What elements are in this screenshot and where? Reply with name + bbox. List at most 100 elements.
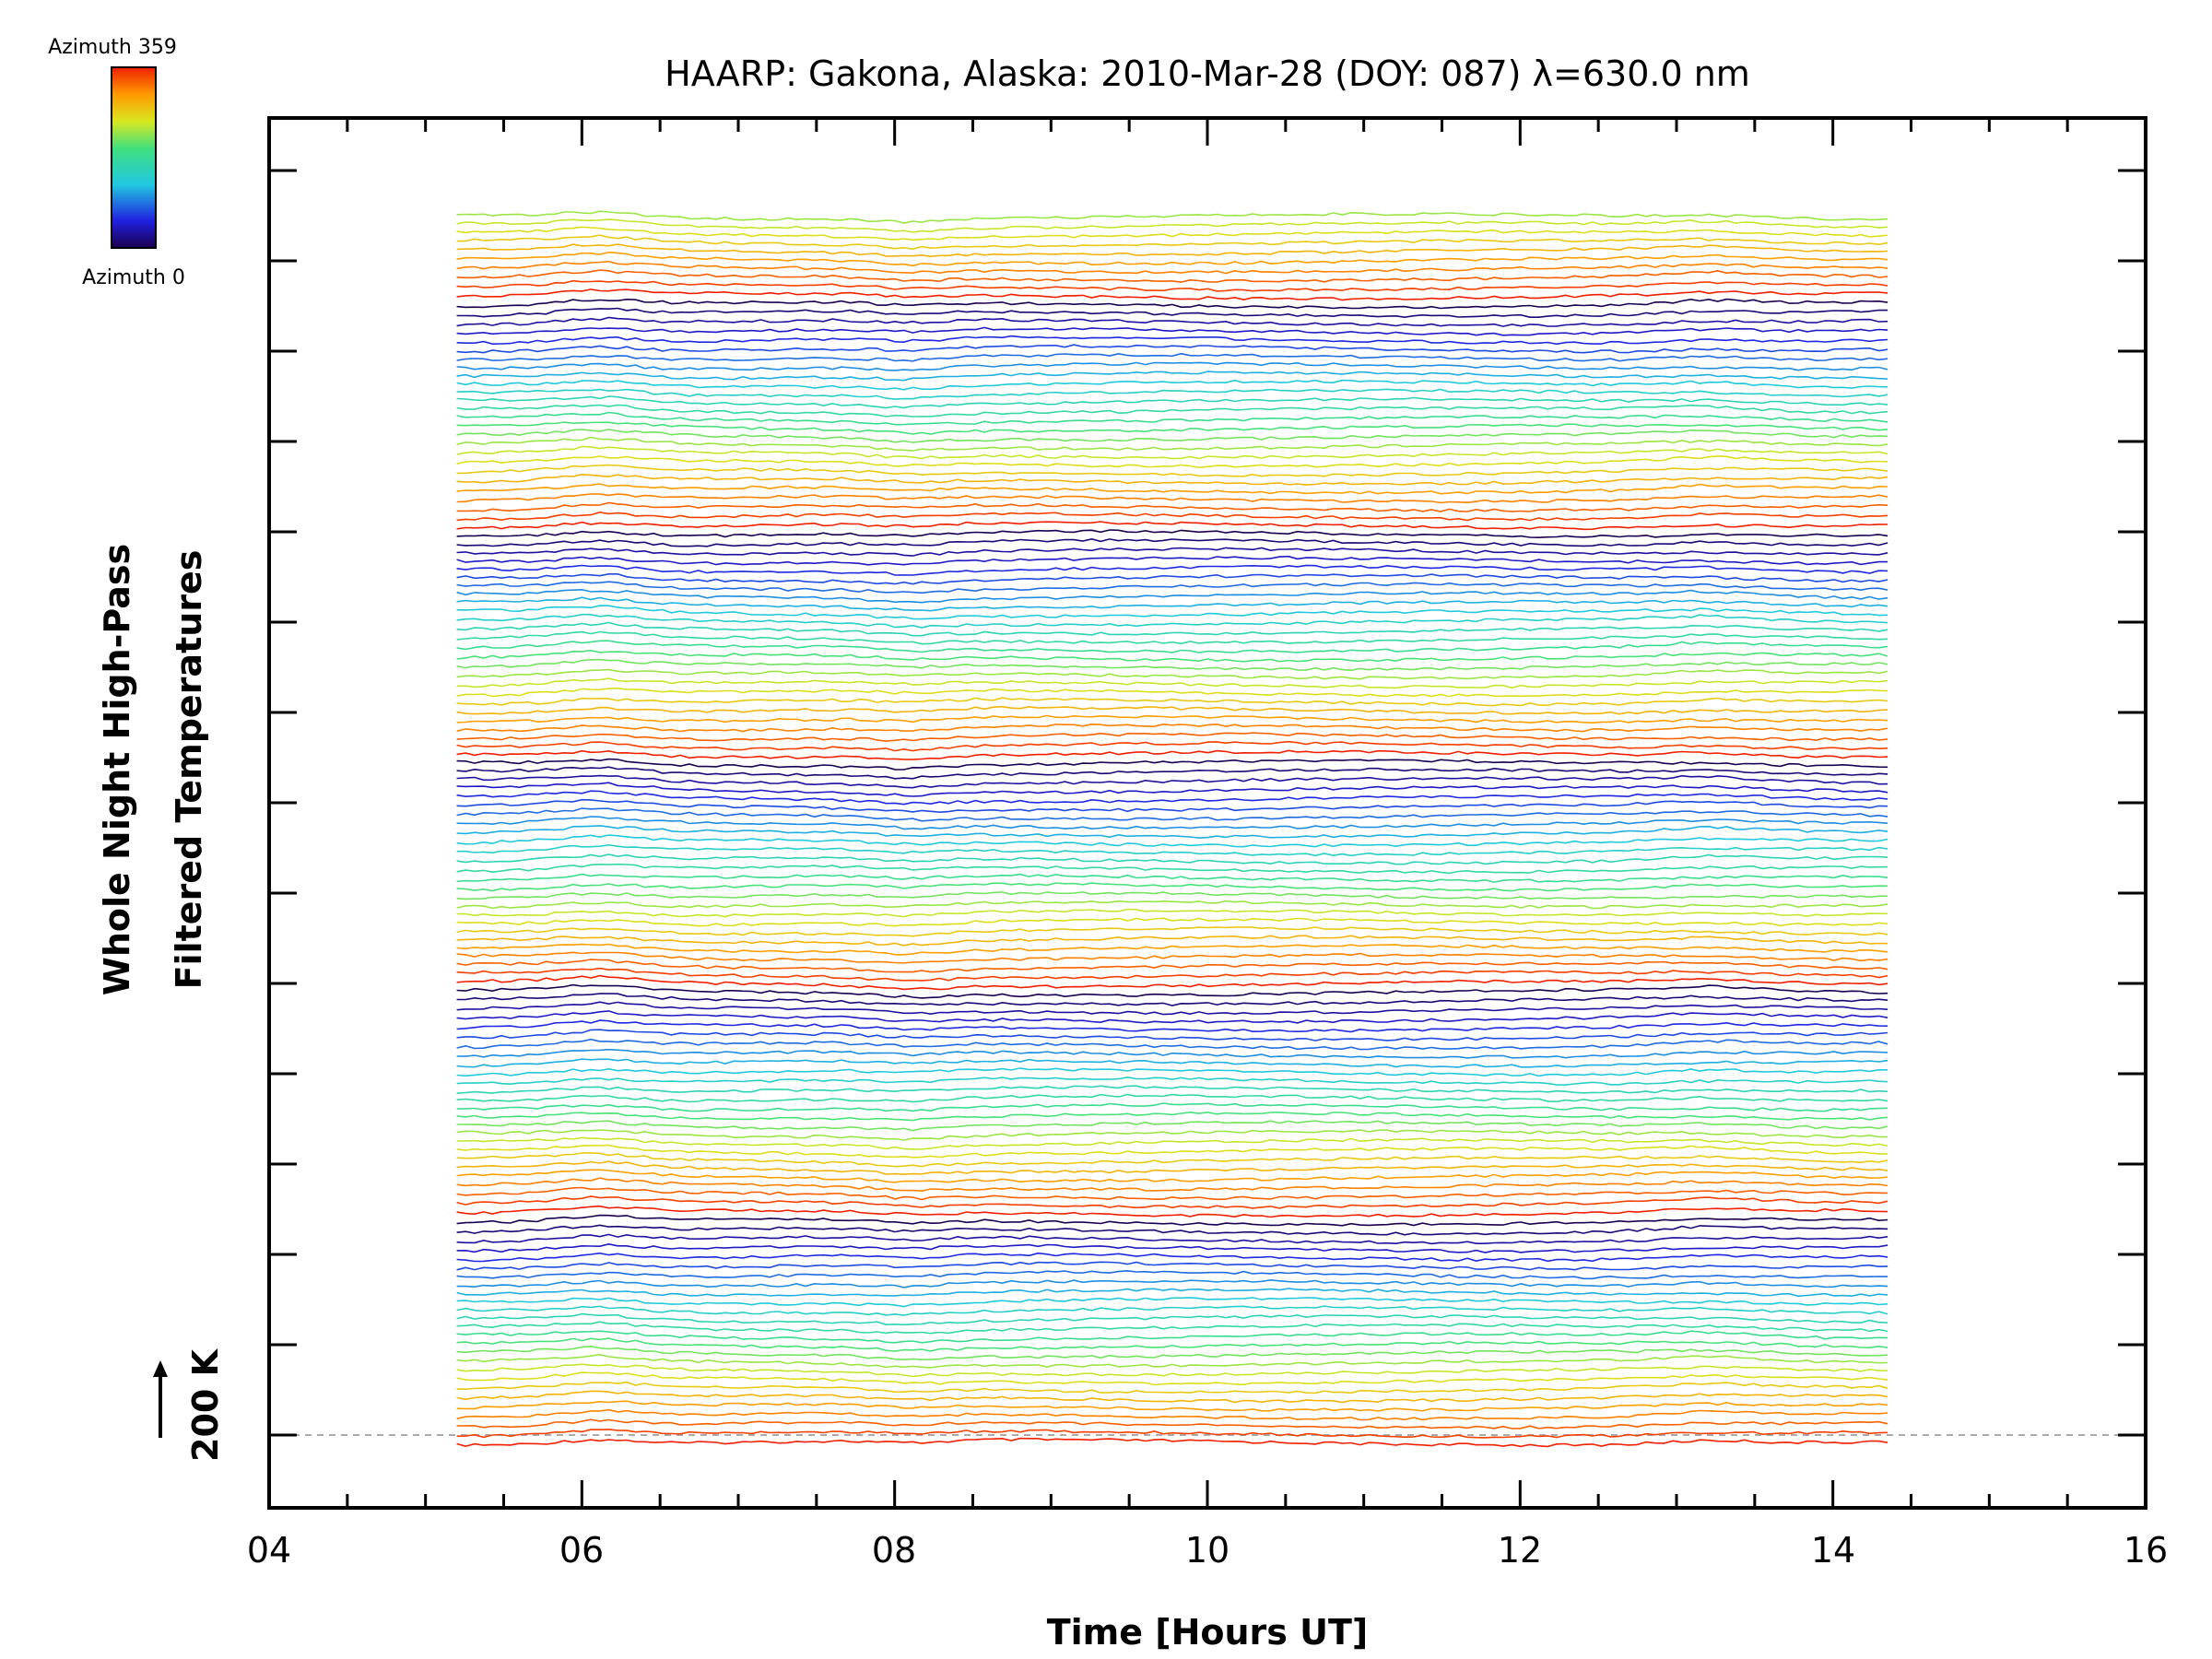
series-line: [456, 455, 1888, 469]
series-line: [456, 951, 1888, 964]
series-line: [456, 537, 1888, 547]
series-line: [456, 705, 1888, 715]
series-line: [456, 900, 1888, 910]
series-line: [456, 1067, 1888, 1077]
series-line: [456, 926, 1888, 937]
series-line: [456, 834, 1888, 848]
series-line: [456, 1242, 1888, 1253]
series-line: [456, 316, 1888, 327]
x-axis-label: Time [Hours UT]: [1047, 1612, 1369, 1653]
series-line: [456, 1169, 1888, 1183]
series-line: [456, 816, 1888, 830]
colorbar-top-label: Azimuth 359: [48, 36, 177, 59]
series-line: [456, 379, 1888, 391]
series-line: [456, 732, 1888, 742]
series-line: [456, 714, 1888, 724]
series-line: [456, 853, 1888, 865]
series-line: [456, 1312, 1888, 1326]
series-line: [456, 429, 1888, 443]
series-line: [456, 421, 1888, 435]
series-line: [456, 260, 1888, 275]
series-line: [456, 1345, 1888, 1361]
series-line: [456, 226, 1888, 241]
series-line: [456, 1233, 1888, 1245]
series-line: [456, 573, 1888, 585]
series-line: [456, 251, 1888, 267]
series-line: [456, 668, 1888, 680]
series-line: [456, 521, 1888, 531]
series-line: [456, 547, 1888, 557]
series-line: [456, 613, 1888, 629]
series-line: [456, 464, 1888, 477]
series-line: [456, 326, 1888, 336]
series-line: [456, 1330, 1888, 1344]
series-line: [456, 798, 1888, 814]
series-line: [456, 1381, 1888, 1394]
x-tick-label: 08: [872, 1530, 916, 1571]
x-tick-label: 14: [1811, 1530, 1855, 1571]
series-line: [456, 473, 1888, 486]
scale-arrow-head: [153, 1360, 168, 1377]
series-line: [456, 1186, 1888, 1201]
series-line: [456, 882, 1888, 892]
series-line: [456, 1029, 1888, 1041]
series-line: [456, 1144, 1888, 1159]
x-tick-label: 04: [247, 1530, 291, 1571]
series-line: [456, 1400, 1888, 1412]
series-line: [456, 1429, 1888, 1439]
series-line: [456, 1418, 1888, 1430]
series-line: [456, 395, 1888, 409]
series-line: [456, 740, 1888, 752]
series-line: [456, 361, 1888, 371]
series-line: [456, 511, 1888, 522]
series-line: [456, 1085, 1888, 1094]
series-line: [456, 658, 1888, 672]
series-line: [456, 1214, 1888, 1227]
series-line: [456, 640, 1888, 653]
series-line: [456, 1337, 1888, 1352]
series-line: [456, 1136, 1888, 1150]
series-line: [456, 630, 1888, 645]
series-line: [456, 344, 1888, 354]
series-line: [456, 621, 1888, 637]
series-line: [456, 974, 1888, 991]
series-line: [456, 1076, 1888, 1086]
y-axis-label-line2: Filtered Temperatures: [169, 550, 209, 990]
x-tick-label: 16: [2124, 1530, 2168, 1571]
series-line: [456, 335, 1888, 346]
series-line: [456, 1371, 1888, 1386]
scale-label: 200 K: [185, 1347, 226, 1462]
series-line: [456, 863, 1888, 875]
series-line: [456, 588, 1888, 604]
chart-title: HAARP: Gakona, Alaska: 2010-Mar-28 (DOY:…: [665, 53, 1750, 94]
series-line: [456, 1058, 1888, 1068]
series-line: [456, 1353, 1888, 1369]
series-line: [456, 959, 1888, 973]
series-line: [456, 649, 1888, 663]
colorbar-bottom-label: Azimuth 0: [82, 266, 185, 289]
series-line: [456, 1102, 1888, 1112]
series-line: [456, 843, 1888, 857]
series-line: [456, 1129, 1888, 1141]
series-line: [456, 483, 1888, 495]
series-line: [456, 371, 1888, 382]
tick-group: [267, 118, 2147, 1508]
series-line: [456, 352, 1888, 362]
series-line: [456, 1010, 1888, 1024]
series-line: [456, 1297, 1888, 1308]
series-line: [456, 766, 1888, 780]
series-line: [456, 501, 1888, 512]
series-line: [456, 279, 1888, 292]
series-line: [456, 404, 1888, 418]
series-line: [456, 1363, 1888, 1378]
series-line: [456, 288, 1888, 301]
series-line: [456, 1408, 1888, 1421]
series-line: [456, 1111, 1888, 1122]
series-line: [456, 1093, 1888, 1103]
series-line: [456, 908, 1888, 918]
series-line: [456, 210, 1888, 224]
series-line: [456, 1305, 1888, 1316]
series-line: [456, 564, 1888, 576]
series-line: [456, 1177, 1888, 1193]
